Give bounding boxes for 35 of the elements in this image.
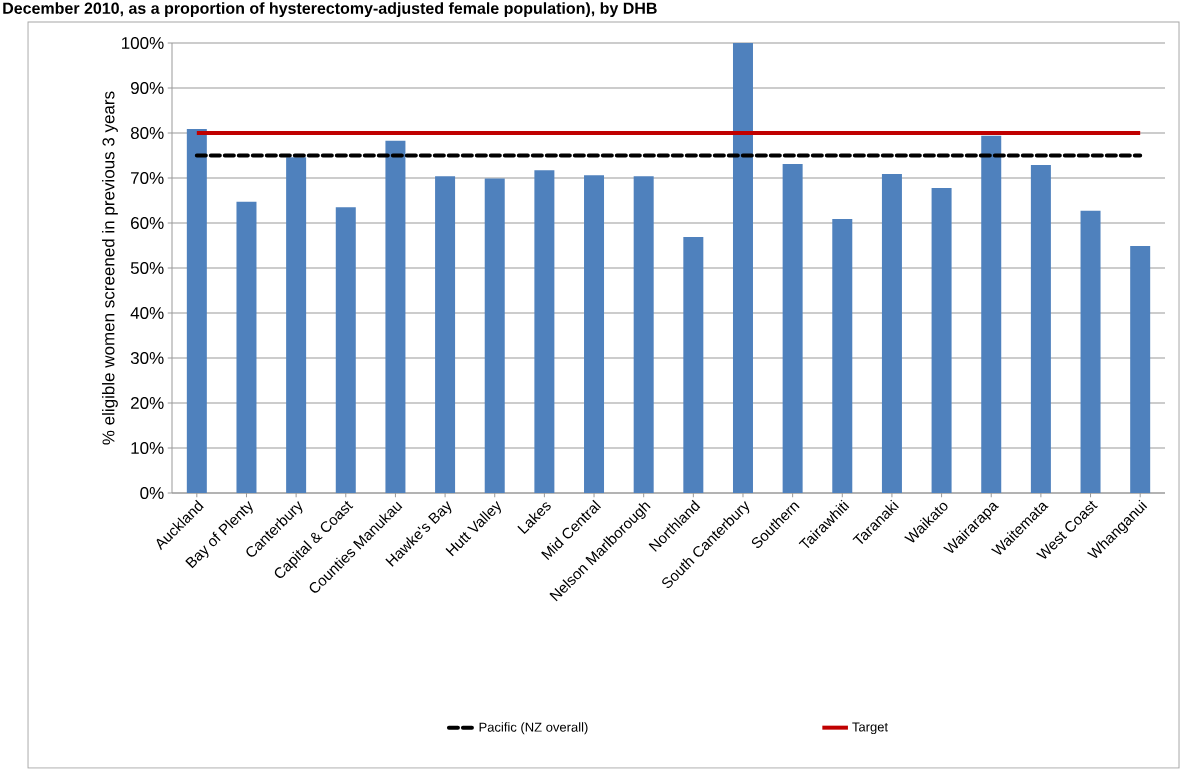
y-tick-label: 100%: [122, 36, 164, 50]
bar: [286, 157, 307, 493]
bar: [186, 128, 207, 493]
bar: [584, 175, 605, 493]
y-tick-label: 10%: [131, 441, 164, 455]
y-axis-title: % eligible women screened in previous 3 years: [102, 91, 118, 445]
y-tick-label: 50%: [130, 261, 164, 275]
y-tick-label: 60%: [131, 216, 164, 230]
bar: [534, 170, 555, 493]
y-tick-label: 0%: [140, 486, 164, 500]
bar: [435, 176, 456, 493]
y-tick-label: 70%: [131, 171, 164, 185]
chart-title: December 2010, as a proportion of hysterectomy-adjusted female population), by DHB: [3, 2, 657, 18]
bar: [782, 164, 803, 493]
bar: [385, 140, 406, 493]
bar: [931, 187, 952, 493]
bar: [335, 207, 356, 493]
bar: [732, 43, 753, 493]
bar: [832, 218, 853, 493]
bar: [1080, 210, 1101, 493]
y-tick-label: 30%: [130, 351, 164, 365]
bar: [1130, 245, 1151, 493]
bar: [981, 135, 1002, 493]
y-tick-label: 80%: [130, 126, 164, 140]
bar: [484, 178, 505, 493]
y-tick-label: 40%: [130, 306, 164, 320]
y-tick-label: 20%: [131, 396, 164, 410]
bar: [633, 176, 654, 493]
bar: [1030, 164, 1051, 493]
y-tick-label: 90%: [130, 81, 164, 95]
bar: [881, 173, 902, 493]
bar: [236, 201, 257, 493]
bar: [683, 236, 704, 493]
legend-label: Target: [852, 722, 888, 735]
legend-label: Pacific (NZ overall): [479, 722, 588, 735]
